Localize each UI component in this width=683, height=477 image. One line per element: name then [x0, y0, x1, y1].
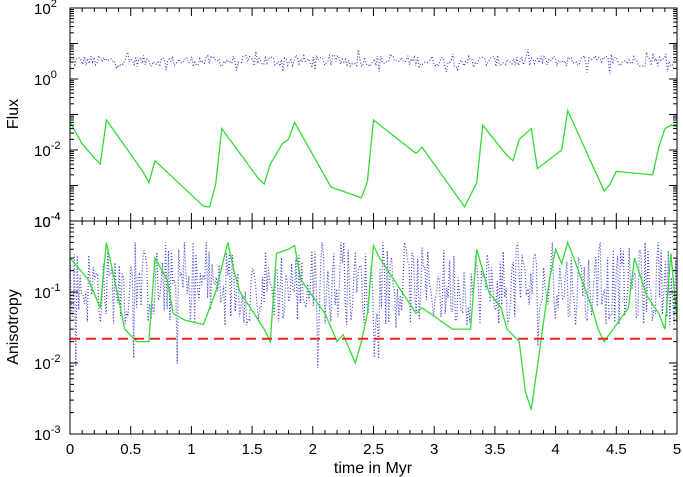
anisotropy-series-0-dotted-line: [69, 242, 678, 368]
flux-y-axis: 10-4 10-2 100 102: [34, 0, 677, 231]
x-tick-label: 5: [673, 441, 681, 458]
x-tick-label: 0: [66, 441, 74, 458]
anisotropy-series-group: [69, 240, 678, 410]
anisotropy-y-tick-label: 10-4: [34, 211, 60, 231]
anisotropy-y-tick-label: 10-2: [34, 353, 60, 373]
x-tick-label: 2.5: [363, 441, 384, 458]
anisotropy-plot-frame: [69, 220, 678, 435]
anisotropy-y-tick-label: 10-3: [34, 424, 60, 444]
x-tick-label: 0.5: [120, 441, 141, 458]
flux-y-tick-label: 10-4: [34, 211, 60, 231]
flux-y-tick-label: 102: [34, 0, 57, 18]
anisotropy-series-1-solid-line: [69, 240, 678, 410]
flux-y-tick-label: 10-2: [34, 140, 60, 160]
flux-x-ticks: [69, 8, 678, 221]
anisotropy-y-axis: 10-3 10-2 10-1 10-4: [34, 211, 677, 444]
x-tick-label: 2: [309, 441, 317, 458]
time-x-axis: 0 0.5 1 1.5 2 2.5 3 3.5 4 4.5 5: [66, 221, 681, 458]
anisotropy-panel: 10-3 10-2 10-1 10-4 0 0.5 1 1.5 2 2.5 3 3.5 4 4.5 5 A…: [5, 211, 681, 477]
x-tick-label: 1.5: [242, 441, 263, 458]
time-x-axis-label: time in Myr: [334, 460, 413, 477]
anisotropy-y-tick-label: 10-1: [34, 282, 60, 302]
flux-series-group: [69, 49, 678, 209]
anisotropy-y-axis-label: Anisotropy: [5, 289, 22, 365]
flux-plot-frame: [69, 7, 678, 222]
x-tick-label: 4: [551, 441, 559, 458]
x-tick-label: 1: [187, 441, 195, 458]
flux-y-tick-label: 100: [34, 69, 57, 89]
x-tick-label: 3: [430, 441, 438, 458]
x-tick-label: 4.5: [606, 441, 627, 458]
flux-y-axis-label: Flux: [5, 99, 22, 129]
flux-series-1-solid-line: [69, 108, 678, 209]
flux-panel: 10-4 10-2 100 102 Flux: [5, 0, 678, 231]
x-tick-label: 3.5: [484, 441, 505, 458]
flux-series-0-dotted-line: [69, 49, 678, 74]
